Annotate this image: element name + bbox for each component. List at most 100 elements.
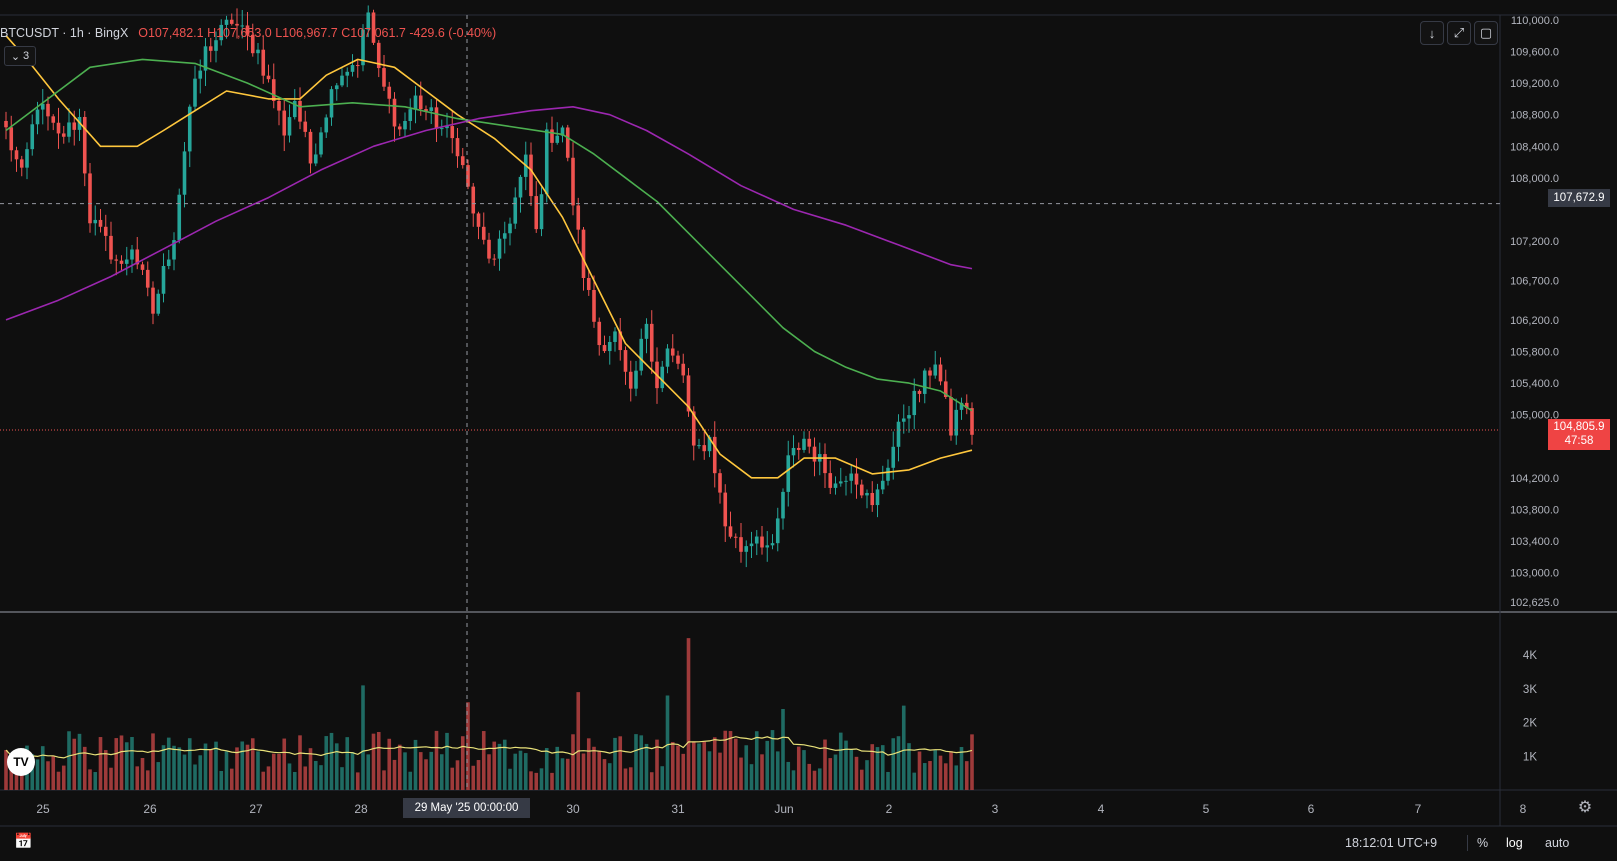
candle-body (928, 370, 932, 376)
volume-bar (376, 732, 381, 790)
candle-body (586, 278, 591, 290)
candle-body (481, 226, 486, 240)
candle-body (476, 213, 481, 227)
volume-bar (334, 743, 339, 790)
candle-body (959, 402, 964, 410)
candle-body (25, 149, 29, 168)
volume-bar (413, 739, 418, 790)
candle-body (103, 226, 108, 236)
candle-body (770, 543, 775, 546)
time-axis[interactable]: 25 26 27 28 30 31 Jun 2 3 4 5 6 7 8 (36, 802, 1526, 816)
scroll-down-button[interactable]: ↓ (1420, 21, 1444, 45)
volume-bar (686, 638, 691, 790)
volume-bar (854, 756, 859, 790)
candle-body (72, 122, 77, 130)
candle-body (949, 397, 953, 436)
volume-bar (949, 751, 953, 790)
candle-body (728, 526, 733, 537)
candle-body (145, 269, 150, 288)
tradingview-logo[interactable]: TV (7, 748, 35, 776)
candle-body (9, 127, 14, 151)
candle-body (838, 481, 843, 484)
price-tick-label: 108,800.0 (1510, 110, 1559, 122)
volume-bar (145, 770, 150, 790)
candle-body (287, 117, 292, 136)
auto-toggle[interactable]: auto (1545, 836, 1570, 850)
candle-body (67, 122, 71, 137)
volume-bar (460, 736, 465, 790)
fullscreen-button[interactable]: ▢ (1474, 21, 1498, 45)
candle-body (30, 124, 35, 150)
candle-body (329, 89, 334, 118)
gear-icon[interactable]: ⚙ (1577, 799, 1593, 816)
clock-timezone[interactable]: 18:12:01 UTC+9 (1345, 836, 1438, 850)
divider (1467, 835, 1468, 851)
candle-body (938, 364, 943, 382)
volume-bar (502, 739, 507, 790)
candle-body (576, 205, 581, 230)
candle-body (539, 194, 544, 230)
candle-body (161, 265, 166, 294)
volume-bar (529, 771, 533, 790)
candle-body (98, 219, 103, 227)
price-tick-label: 110,000.0 (1511, 15, 1559, 27)
open-label: O (138, 26, 148, 40)
candle-body (712, 436, 717, 474)
volume-bar (187, 738, 192, 790)
candle-body (492, 258, 497, 260)
volume-bar (859, 769, 864, 790)
volume-bar (765, 740, 770, 790)
volume-bar (513, 753, 518, 790)
candle-body (681, 363, 686, 376)
candle-body (697, 445, 701, 447)
candle-body (46, 103, 50, 117)
close-value: 107,061.7 (350, 26, 406, 40)
volume-bar (723, 730, 728, 790)
volume-bar (544, 748, 549, 790)
volume-bar (429, 751, 434, 790)
volume-bar (670, 742, 675, 790)
volume-bar (35, 759, 40, 790)
candle-body (754, 536, 759, 544)
volume-bar (812, 770, 817, 790)
price-tick-label: 103,000.0 (1510, 568, 1559, 580)
maximize-button[interactable]: ⤢ (1447, 21, 1471, 45)
candle-body (93, 219, 98, 224)
log-toggle[interactable]: log (1506, 836, 1523, 850)
candle-body (639, 338, 644, 371)
candle-body (397, 126, 402, 130)
volume-bar (691, 741, 696, 790)
candle-body (854, 473, 859, 485)
percent-toggle[interactable]: % (1477, 836, 1489, 850)
crosshair-date-tag: 29 May '25 00:00:00 (403, 798, 530, 818)
candle-body (361, 29, 365, 66)
symbol-legend[interactable]: BTCUSDT · 1h · BingX O107,482.1 H107,653… (0, 24, 496, 42)
candle-body (271, 79, 276, 101)
candle-body (744, 546, 749, 552)
time-tick-label: 4 (1098, 802, 1105, 816)
candle-body (802, 438, 806, 450)
volume-bar (523, 753, 528, 790)
volume-bar (355, 772, 360, 790)
time-tick-label: 3 (992, 802, 999, 816)
price-axis[interactable]: 110,000.0 109,600.0 109,200.0 108,800.0 108,… (1510, 15, 1559, 609)
volume-bar (702, 741, 707, 790)
volume-bar (292, 771, 297, 790)
candle-body (340, 75, 344, 86)
volume-bar (896, 736, 901, 790)
candle-body (508, 223, 512, 234)
ma-line-ma-fast (5, 35, 973, 479)
candle-body (214, 40, 218, 51)
volume-bar (607, 763, 612, 790)
indicator-toggle[interactable]: ⌄ 3 (4, 46, 36, 66)
volume-bar (492, 741, 497, 790)
volume-bar (4, 750, 8, 790)
volume-bar (718, 752, 722, 790)
volume-bar (366, 754, 371, 790)
volume-bar (676, 745, 680, 790)
calendar-icon[interactable]: 📅 (14, 833, 33, 850)
candle-body (649, 323, 654, 362)
symbol-title[interactable]: BTCUSDT · 1h · BingX (0, 26, 129, 40)
